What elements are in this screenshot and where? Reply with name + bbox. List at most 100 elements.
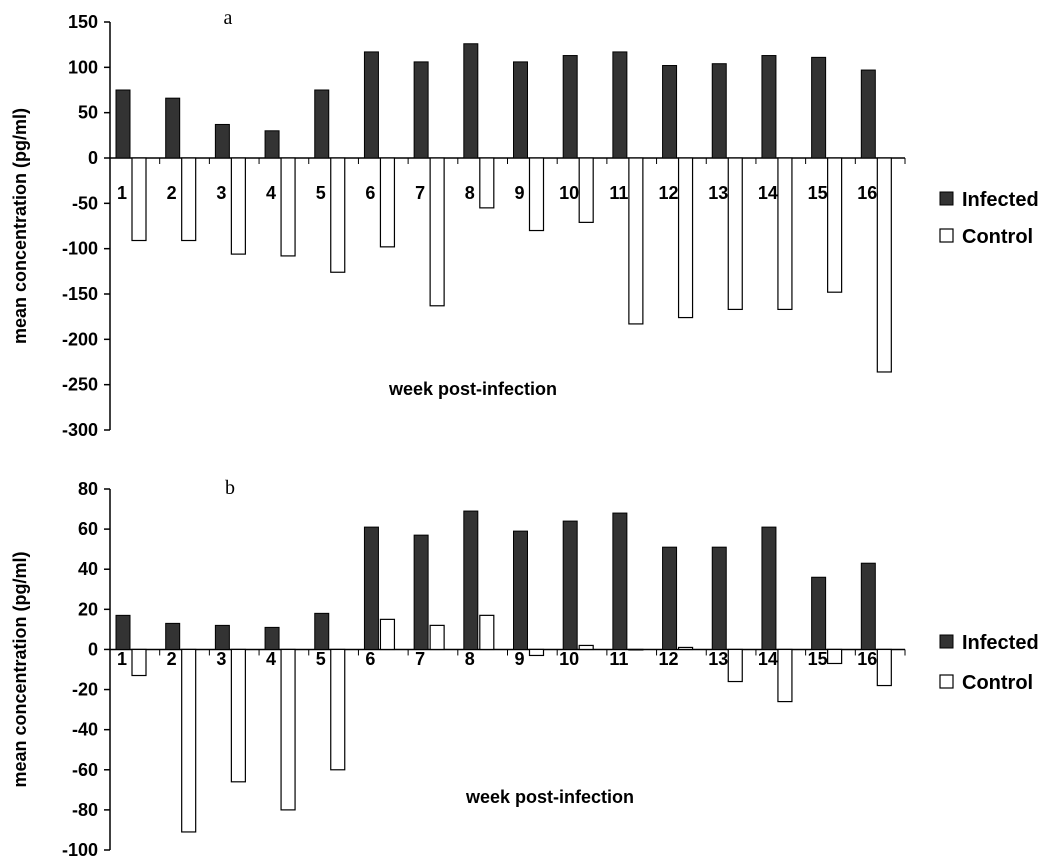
- bar-infected: [314, 89, 330, 159]
- x-tick-label: 2: [167, 649, 177, 669]
- x-tick-label: 6: [365, 183, 375, 203]
- x-tick-label: 7: [415, 649, 425, 669]
- x-tick-label: 10: [559, 183, 579, 203]
- panel-label: b: [225, 477, 235, 499]
- bar-control: [181, 648, 197, 833]
- bar-infected: [860, 69, 876, 159]
- bar-infected: [115, 89, 131, 159]
- x-axis-title: week post-infection: [388, 379, 557, 399]
- x-tick-label: 16: [857, 649, 877, 669]
- x-tick-label: 6: [365, 649, 375, 669]
- y-tick-label: 100: [68, 57, 98, 77]
- bar-control: [280, 648, 296, 811]
- x-tick-label: 7: [415, 183, 425, 203]
- y-tick-label: 50: [78, 103, 98, 123]
- bar-infected: [662, 546, 678, 650]
- y-tick-label: 80: [78, 479, 98, 499]
- bar-infected: [711, 546, 727, 650]
- bar-infected: [165, 97, 181, 159]
- bar-infected: [761, 526, 777, 650]
- x-tick-label: 12: [659, 183, 679, 203]
- y-tick-label: -150: [62, 284, 98, 304]
- legend: Infected Control: [939, 189, 1039, 248]
- bar-infected: [363, 51, 379, 159]
- x-tick-label: 1: [117, 183, 127, 203]
- y-tick-label: -200: [62, 329, 98, 349]
- y-axis-title: mean concentration (pg/ml): [10, 551, 30, 787]
- bar-control: [330, 157, 346, 273]
- x-tick-label: 15: [808, 649, 828, 669]
- bar-infected: [413, 534, 429, 650]
- legend-swatch-infected: [939, 634, 954, 649]
- x-tick-label: 9: [514, 649, 524, 669]
- bar-infected: [761, 55, 777, 159]
- y-tick-label: -60: [72, 760, 98, 780]
- bar-infected: [214, 123, 230, 159]
- bar-control: [181, 157, 197, 242]
- y-tick-label: -40: [72, 720, 98, 740]
- legend-swatch-control: [939, 228, 954, 243]
- bar-control: [528, 648, 545, 657]
- x-tick-label: 13: [708, 183, 728, 203]
- bar-infected: [264, 626, 280, 650]
- legend-swatch-infected: [939, 191, 954, 206]
- bar-infected: [711, 63, 727, 159]
- bar-control: [876, 648, 892, 687]
- bar-infected: [662, 65, 678, 159]
- bar-control: [330, 648, 346, 771]
- x-tick-label: 5: [316, 649, 326, 669]
- x-tick-label: 12: [659, 649, 679, 669]
- bar-control: [628, 157, 644, 325]
- panel-label: a: [224, 7, 233, 29]
- bar-infected: [612, 51, 628, 159]
- bar-infected: [562, 520, 578, 650]
- bar-control: [280, 157, 296, 257]
- bar-infected: [562, 55, 578, 159]
- y-tick-label: 0: [88, 639, 98, 659]
- y-tick-label: -100: [62, 840, 98, 860]
- x-tick-label: 1: [117, 649, 127, 669]
- bar-infected: [214, 624, 230, 650]
- bar-infected: [463, 510, 479, 650]
- x-tick-label: 9: [514, 183, 524, 203]
- y-tick-label: -50: [72, 193, 98, 213]
- bar-control: [727, 157, 743, 311]
- bar-infected: [860, 562, 876, 650]
- y-tick-label: 40: [78, 559, 98, 579]
- bar-infected: [463, 43, 479, 159]
- x-tick-label: 15: [808, 183, 828, 203]
- y-tick-label: 60: [78, 519, 98, 539]
- bar-control: [379, 618, 396, 651]
- x-tick-label: 16: [857, 183, 877, 203]
- legend-swatch-control: [939, 674, 954, 689]
- bar-control: [777, 157, 793, 311]
- x-tick-label: 2: [167, 183, 177, 203]
- x-tick-label: 13: [708, 649, 728, 669]
- legend-label-control: Control: [962, 226, 1033, 248]
- bar-control: [578, 157, 594, 223]
- bar-control: [677, 157, 694, 319]
- x-tick-label: 10: [559, 649, 579, 669]
- y-tick-label: 20: [78, 599, 98, 619]
- bar-control: [677, 646, 694, 651]
- bar-control: [827, 648, 843, 665]
- x-tick-label: 4: [266, 183, 276, 203]
- legend-label-infected: Infected: [962, 189, 1039, 211]
- bar-control: [528, 157, 545, 232]
- x-tick-label: 14: [758, 649, 778, 669]
- bar-control: [429, 624, 445, 651]
- bar-control: [777, 648, 793, 703]
- bar-control: [479, 614, 495, 651]
- bar-infected: [811, 56, 827, 159]
- x-tick-label: 8: [465, 649, 475, 669]
- legend-label-infected: Infected: [962, 632, 1039, 654]
- bar-control: [578, 644, 594, 651]
- x-tick-label: 8: [465, 183, 475, 203]
- x-tick-label: 4: [266, 649, 276, 669]
- bar-infected: [413, 61, 429, 159]
- y-axis-title: mean concentration (pg/ml): [10, 108, 30, 344]
- x-axis-title: week post-infection: [465, 787, 634, 807]
- x-tick-label: 3: [216, 649, 226, 669]
